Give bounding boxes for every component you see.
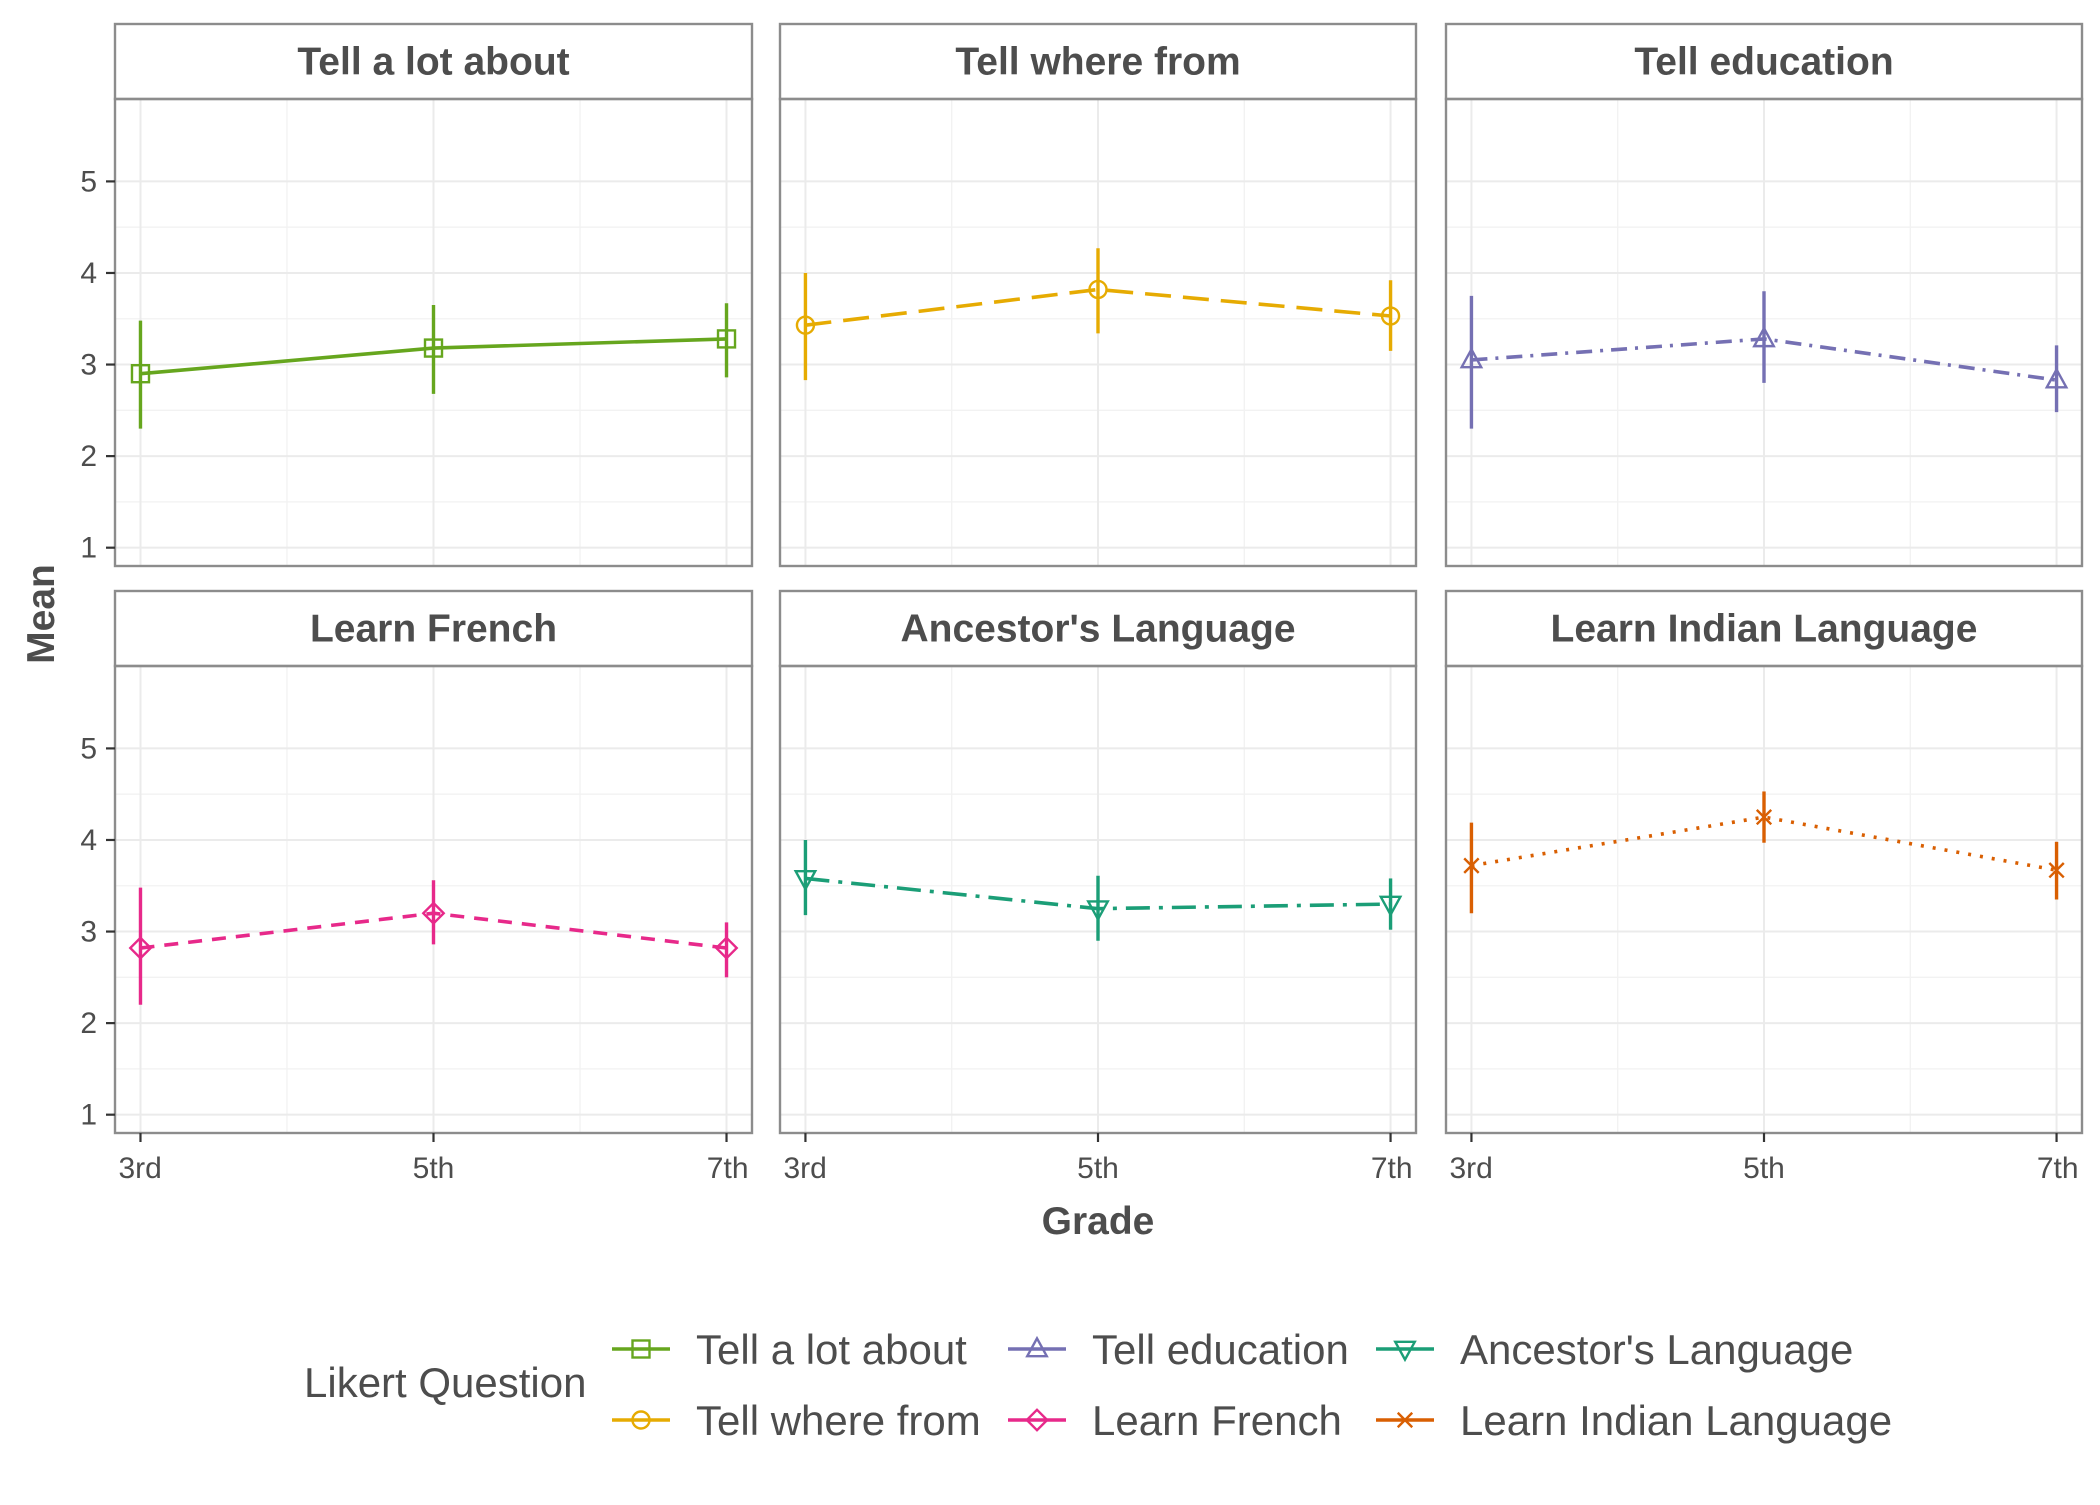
legend-item-tell-education: Tell education (1008, 1326, 1349, 1373)
series-ancestor-s-language (793, 839, 1403, 941)
facet-strip (778, 22, 1418, 101)
x-tick-label: 7th (1371, 1152, 1413, 1185)
legend-key-marker (631, 1339, 651, 1359)
series-learn-french (128, 880, 739, 1005)
legend-title: Likert Question (304, 1359, 586, 1406)
x-tick-label: 5th (1077, 1152, 1119, 1185)
facet-panel-tell-education: Tell education (1444, 22, 2084, 568)
x-tick-label: 5th (1743, 1152, 1785, 1185)
facet-panel-tell-a-lot-about: Tell a lot about 1 2 3 4 5 (80, 22, 754, 568)
facet-strip (113, 589, 754, 668)
series-line (1471, 337, 2057, 382)
series-line (805, 287, 1391, 327)
series-line (805, 876, 1391, 911)
x-tick-label: 3rd (1449, 1152, 1492, 1185)
legend-label: Tell where from (696, 1397, 981, 1444)
data-point (714, 936, 739, 960)
facet-strip (113, 22, 754, 101)
y-tick-label: 1 (80, 532, 97, 565)
legend-label: Tell education (1092, 1326, 1349, 1373)
facet-title: Learn French (310, 608, 557, 651)
panel-border (778, 97, 1418, 568)
data-point (423, 338, 444, 358)
y-tick-label: 5 (80, 732, 97, 765)
data-point (1380, 306, 1401, 326)
data-point (793, 870, 818, 892)
series-line (140, 337, 727, 376)
x-tick-label: 3rd (783, 1152, 826, 1185)
data-point (2044, 366, 2069, 389)
facet-panel-learn-indian-language: Learn Indian Language 3rd 5th 7th (1444, 589, 2084, 1185)
data-point (130, 364, 151, 384)
data-point (1086, 900, 1110, 922)
facet-strip (778, 589, 1418, 668)
y-tick-label: 4 (80, 824, 97, 857)
data-point (1463, 857, 1480, 874)
data-point (716, 329, 737, 349)
x-axis-title: Grade (1042, 1200, 1155, 1243)
legend-item-learn-indian-language: Learn Indian Language (1376, 1397, 1892, 1444)
series-line (1471, 815, 2057, 872)
facet-strip (1444, 589, 2084, 668)
panel-border (113, 97, 754, 568)
legend-key-marker (1396, 1411, 1414, 1429)
series-line (140, 911, 727, 950)
legend-label: Learn French (1092, 1397, 1342, 1444)
series-learn-indian-language (1463, 791, 2065, 914)
data-point (1752, 325, 1776, 348)
facet-title: Tell where from (955, 41, 1240, 84)
data-point (1755, 809, 1773, 826)
data-point (1378, 895, 1403, 918)
series-tell-where-from (795, 248, 1401, 381)
legend-key-marker (1025, 1408, 1049, 1432)
y-tick-label: 2 (80, 1007, 97, 1040)
x-tick-label: 3rd (118, 1152, 161, 1185)
data-point (421, 901, 446, 926)
data-point (2048, 862, 2065, 879)
legend-key-marker (1393, 1340, 1417, 1363)
facet-title: Tell education (1634, 41, 1893, 84)
facet-strip (1444, 22, 2084, 101)
x-tick-label: 7th (707, 1152, 749, 1185)
data-point (128, 936, 153, 960)
legend-item-learn-french: Learn French (1008, 1397, 1342, 1444)
facet-title: Learn Indian Language (1551, 608, 1978, 651)
y-tick-label: 5 (80, 165, 97, 198)
facet-title: Ancestor's Language (900, 608, 1295, 651)
legend: Likert Question Tell a lot about Tell wher… (304, 1326, 1892, 1444)
data-point (1088, 279, 1108, 300)
series-tell-education (1459, 291, 2069, 429)
legend-label: Ancestor's Language (1460, 1326, 1853, 1373)
data-point (795, 315, 816, 335)
legend-label: Tell a lot about (696, 1326, 967, 1373)
y-tick-label: 2 (80, 440, 97, 473)
facet-panel-tell-where-from: Tell where from (778, 22, 1418, 568)
y-tick-label: 3 (80, 349, 97, 382)
y-axis-title: Mean (20, 564, 63, 664)
y-tick-label: 3 (80, 916, 97, 949)
series-tell-a-lot-about (130, 303, 737, 429)
legend-item-tell-where-from: Tell where from (612, 1397, 981, 1444)
data-point (1459, 346, 1484, 369)
x-tick-label: 5th (413, 1152, 455, 1185)
legend-item-tell-a-lot-about: Tell a lot about (612, 1326, 967, 1373)
y-tick-label: 1 (80, 1099, 97, 1132)
x-tick-label: 7th (2037, 1152, 2079, 1185)
legend-key-marker (631, 1410, 651, 1430)
legend-label: Learn Indian Language (1460, 1397, 1892, 1444)
facet-panel-learn-french: Learn French 1 2 3 4 5 3rd 5th 7th (80, 589, 754, 1185)
panel-border (1444, 97, 2084, 568)
legend-item-ancestor-s-language: Ancestor's Language (1376, 1326, 1853, 1373)
facet-title: Tell a lot about (297, 41, 569, 84)
y-tick-label: 4 (80, 257, 97, 290)
facet-panel-ancestor-s-language: Ancestor's Language 3rd 5th 7th (778, 589, 1418, 1185)
legend-key-marker (1025, 1335, 1049, 1358)
